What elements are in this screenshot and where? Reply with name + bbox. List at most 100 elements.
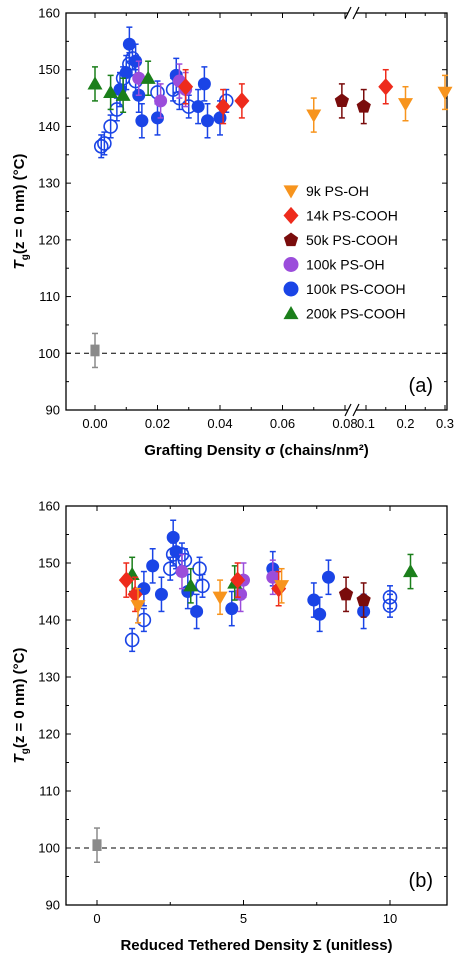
panel-label: (a)	[409, 375, 433, 397]
data-point	[356, 99, 371, 113]
plot-frame	[65, 505, 448, 906]
x-tick-label: 0.06	[270, 416, 295, 431]
data-point	[190, 604, 204, 618]
legend-label: 14k PS-COOH	[306, 208, 398, 224]
legend-label: 50k PS-COOH	[306, 232, 398, 248]
series-50k-ps-cooh	[338, 576, 371, 618]
series-100k-ps-cooh	[113, 26, 227, 139]
x-tick-label: 0.04	[207, 416, 232, 431]
legend-marker	[283, 281, 299, 297]
axis-break-mark	[344, 403, 352, 417]
data-point	[118, 571, 134, 589]
y-axis-title-part: g	[20, 748, 31, 754]
series-200k-ps-cooh	[87, 60, 156, 113]
data-point	[115, 87, 131, 101]
y-tick-label: 110	[39, 289, 60, 304]
data-point	[137, 582, 151, 596]
data-point	[313, 607, 327, 621]
data-point	[93, 138, 109, 154]
y-tick-label: 90	[46, 898, 60, 913]
y-axis-title-part: (z = 0 nm) (°C)	[11, 154, 28, 255]
data-point	[212, 591, 228, 605]
data-point	[92, 839, 102, 851]
data-point	[437, 86, 453, 100]
legend-marker	[283, 232, 299, 247]
y-tick-label: 130	[38, 670, 60, 685]
series-14k-ps-cooh	[178, 68, 394, 125]
series-9k-ps-oh	[130, 567, 290, 624]
y-axis-title-part: T	[11, 258, 28, 269]
data-point	[234, 92, 250, 110]
y-tick-label: 160	[38, 499, 60, 514]
axis-break-mark	[352, 403, 360, 417]
x-tick-label: 0.3	[436, 416, 454, 431]
data-point	[306, 109, 322, 123]
data-point	[195, 578, 210, 594]
data-point	[175, 565, 189, 579]
y-axis-title-part: T	[11, 752, 28, 763]
data-point	[230, 571, 246, 589]
x-tick-label: 0.08	[332, 416, 357, 431]
x-tick-label: 0.00	[82, 416, 107, 431]
data-point	[169, 545, 183, 559]
data-point	[140, 70, 156, 84]
data-point	[334, 93, 350, 107]
legend-label: 9k PS-OH	[306, 183, 369, 199]
legend-label: 100k PS-OH	[306, 257, 385, 273]
y-axis-title-part: (z = 0 nm) (°C)	[11, 648, 28, 749]
legend-marker	[283, 257, 299, 272]
x-tick-label: 0.2	[396, 416, 414, 431]
x-tick-label: 0.1	[357, 416, 375, 431]
y-axis-title: Tg(z = 0 nm) (°C)	[11, 154, 31, 270]
y-tick-label: 150	[38, 62, 60, 77]
data-point	[321, 570, 335, 584]
data-point	[378, 78, 394, 96]
panel-a: 90 100 110 120 130 140 150 160 0.00 0.02 0.04 0.06 0…	[11, 6, 454, 460]
panel-label: (b)	[409, 870, 433, 892]
data-point	[103, 84, 119, 99]
data-point	[178, 78, 194, 96]
data-point	[274, 580, 290, 594]
y-tick-label: 100	[38, 841, 60, 856]
data-point	[135, 114, 149, 128]
legend-label: 200k PS-COOH	[306, 306, 406, 322]
axis-break-gap	[348, 10, 356, 16]
axis-break-gap	[348, 407, 356, 413]
data-point	[154, 587, 168, 601]
data-point	[154, 94, 168, 108]
y-tick-label: 140	[38, 119, 60, 134]
y-tick-label: 140	[38, 613, 60, 628]
data-point	[398, 98, 413, 112]
data-point	[338, 586, 354, 601]
data-point	[234, 587, 248, 601]
data-point	[146, 559, 160, 573]
x-axis-title: Grafting Density σ (chains/nm²)	[144, 442, 368, 459]
legend-marker	[283, 206, 299, 225]
x-axis-title: Reduced Tethered Density Σ (unitless)	[120, 937, 392, 954]
series-50k-ps-cooh	[334, 83, 371, 125]
data-point	[119, 66, 133, 80]
data-point	[166, 530, 180, 544]
y-axis-title: Tg(z = 0 nm) (°C)	[11, 648, 31, 764]
series-bulk	[90, 332, 100, 369]
data-point	[122, 37, 136, 51]
data-point	[356, 592, 371, 607]
series-14k-ps-cooh	[118, 562, 287, 613]
data-point	[127, 585, 143, 603]
data-point	[215, 97, 231, 116]
panel-b: 90 100 110 120 130 140 150 160 0 5 10 (b) Tg(z = 0 n…	[11, 499, 448, 954]
x-tick-label: 5	[240, 911, 247, 926]
series-bulk	[92, 827, 102, 863]
data-point	[382, 589, 398, 605]
legend-marker	[283, 306, 299, 320]
series-100k-ps-cooh	[137, 519, 371, 633]
x-tick-label: 0	[93, 911, 100, 926]
data-point	[191, 100, 205, 114]
data-point	[197, 77, 211, 91]
y-tick-label: 150	[38, 556, 60, 571]
y-tick-label: 120	[38, 232, 60, 247]
series-9k-ps-oh	[306, 74, 453, 133]
y-tick-label: 100	[38, 346, 60, 361]
y-tick-label: 90	[46, 403, 60, 418]
